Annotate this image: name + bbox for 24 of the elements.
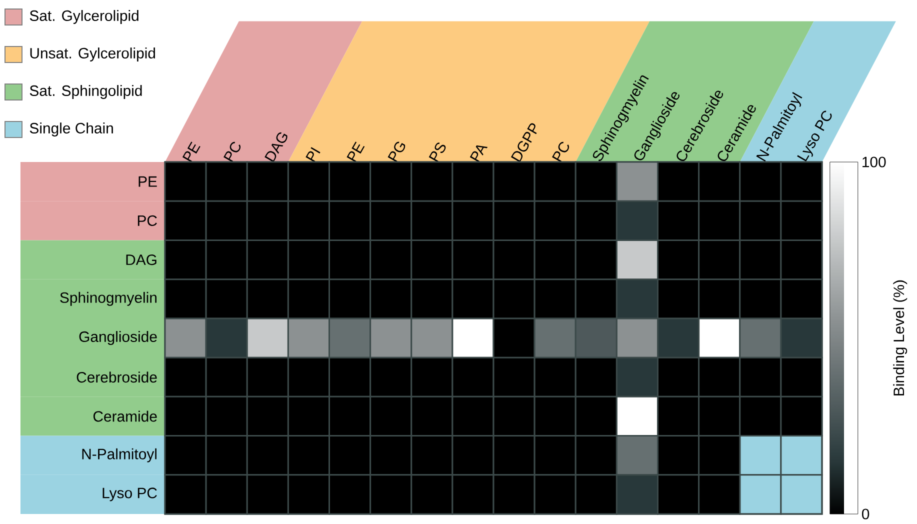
y-tick-label: Lyso PC — [102, 488, 157, 502]
color-bar-label: 0 — [862, 508, 870, 520]
y-tick-label: Cerebroside — [76, 372, 157, 383]
x-tick-label: PE — [346, 142, 365, 162]
text: Unsat. Gylcerolipid — [30, 48, 156, 62]
x-tick-label: PG — [388, 142, 406, 162]
x-tick-label: PA — [470, 145, 488, 162]
y-tick-label: Ceramide — [93, 410, 157, 422]
x-tick-label: PC — [224, 142, 241, 162]
y-tick-label: DAG — [126, 254, 156, 266]
y-tick-label: PE — [138, 176, 157, 187]
y-tick-label: Ganglioside — [79, 331, 157, 345]
text: Sat. Gylcerolipid — [30, 10, 138, 24]
x-tick-label: PC — [552, 142, 570, 162]
color-bar-title: Binding Level (%) — [893, 280, 908, 396]
x-tick-label: PE — [182, 142, 200, 162]
y-tick-label: PC — [138, 215, 157, 226]
text: Single Chain — [30, 122, 113, 136]
y-tick-label: Sphinogmyelin — [60, 292, 156, 306]
color-bar-label: 100 — [862, 156, 886, 168]
y-tick-label: N-Palmitoyl — [82, 448, 156, 462]
x-tick-label: PI — [306, 147, 320, 162]
text: Sat. Sphingolipid — [30, 85, 142, 99]
x-tick-label: PS — [428, 142, 446, 162]
